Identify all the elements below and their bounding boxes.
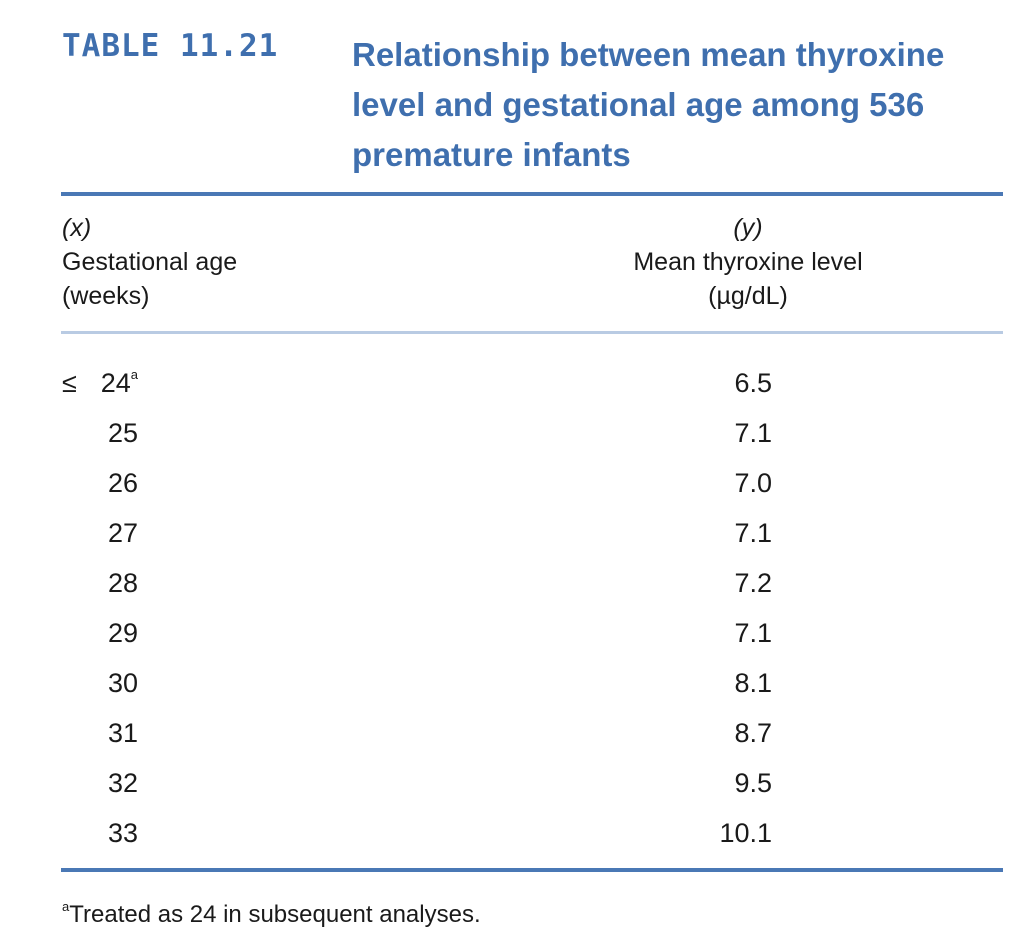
gestational-age-cell: 26 — [62, 458, 138, 508]
column-header-thyroxine: (y) Mean thyroxine level (µg/dL) — [600, 211, 896, 313]
age-value: 26 — [107, 468, 138, 498]
age-value: 25 — [107, 418, 138, 448]
gestational-age-cell: 25 — [62, 408, 138, 458]
table-row: 32 9.5 — [62, 758, 1004, 808]
age-value: 31 — [107, 718, 138, 748]
table-footnote: aTreated as 24 in subsequent analyses. — [62, 898, 481, 932]
table-row: 33 10.1 — [62, 808, 1004, 858]
column-header-gestational-age: (x) Gestational age (weeks) — [62, 211, 237, 313]
y-header-line1: Mean thyroxine level — [633, 248, 863, 276]
table-row: 29 7.1 — [62, 608, 1004, 658]
thyroxine-cell: 10.1 — [719, 818, 772, 848]
table-title: Relationship between mean thyroxine leve… — [352, 36, 945, 173]
table-body: ≤24a 6.5 25 7.1 26 7.0 27 7.1 28 7.2 29 … — [62, 358, 1004, 858]
gestational-age-cell: 28 — [62, 558, 138, 608]
age-value: 30 — [107, 668, 138, 698]
thyroxine-cell: 7.0 — [734, 468, 772, 498]
thyroxine-cell: 8.7 — [734, 718, 772, 748]
bottom-rule — [61, 868, 1003, 872]
footnote-mark: a — [62, 899, 70, 914]
age-value: 29 — [107, 618, 138, 648]
x-variable-label: (x) — [62, 214, 92, 242]
table-label: TABLE 11.21 — [62, 28, 279, 64]
less-or-equal-symbol: ≤ — [62, 368, 77, 398]
x-header-line1: Gestational age — [62, 248, 238, 276]
age-value: 27 — [107, 518, 138, 548]
header-rule — [61, 331, 1003, 334]
gestational-age-cell: 33 — [62, 808, 138, 858]
table-row: 27 7.1 — [62, 508, 1004, 558]
gestational-age-cell: ≤24a — [62, 358, 138, 408]
thyroxine-cell: 7.1 — [734, 618, 772, 648]
footnote-text: Treated as 24 in subsequent analyses. — [69, 901, 481, 928]
thyroxine-cell: 7.1 — [734, 418, 772, 448]
thyroxine-cell: 6.5 — [734, 368, 772, 398]
table-row: 26 7.0 — [62, 458, 1004, 508]
thyroxine-cell: 7.1 — [734, 518, 772, 548]
gestational-age-cell: 27 — [62, 508, 138, 558]
x-header-line2: (weeks) — [62, 282, 150, 310]
y-header-line2: (µg/dL) — [708, 282, 788, 310]
age-value: 33 — [107, 818, 138, 848]
table-row: 28 7.2 — [62, 558, 1004, 608]
top-rule — [61, 192, 1003, 196]
gestational-age-cell: 29 — [62, 608, 138, 658]
thyroxine-cell: 9.5 — [734, 768, 772, 798]
thyroxine-cell: 7.2 — [734, 568, 772, 598]
thyroxine-cell: 8.1 — [734, 668, 772, 698]
table-row: 30 8.1 — [62, 658, 1004, 708]
gestational-age-cell: 31 — [62, 708, 138, 758]
table-row: 31 8.7 — [62, 708, 1004, 758]
age-value: 28 — [107, 568, 138, 598]
age-value: 24 — [100, 368, 131, 398]
gestational-age-cell: 32 — [62, 758, 138, 808]
footnote-mark: a — [130, 367, 138, 382]
y-variable-label: (y) — [733, 214, 763, 242]
table-row: ≤24a 6.5 — [62, 358, 1004, 408]
gestational-age-cell: 30 — [62, 658, 138, 708]
age-value: 32 — [107, 768, 138, 798]
table-row: 25 7.1 — [62, 408, 1004, 458]
